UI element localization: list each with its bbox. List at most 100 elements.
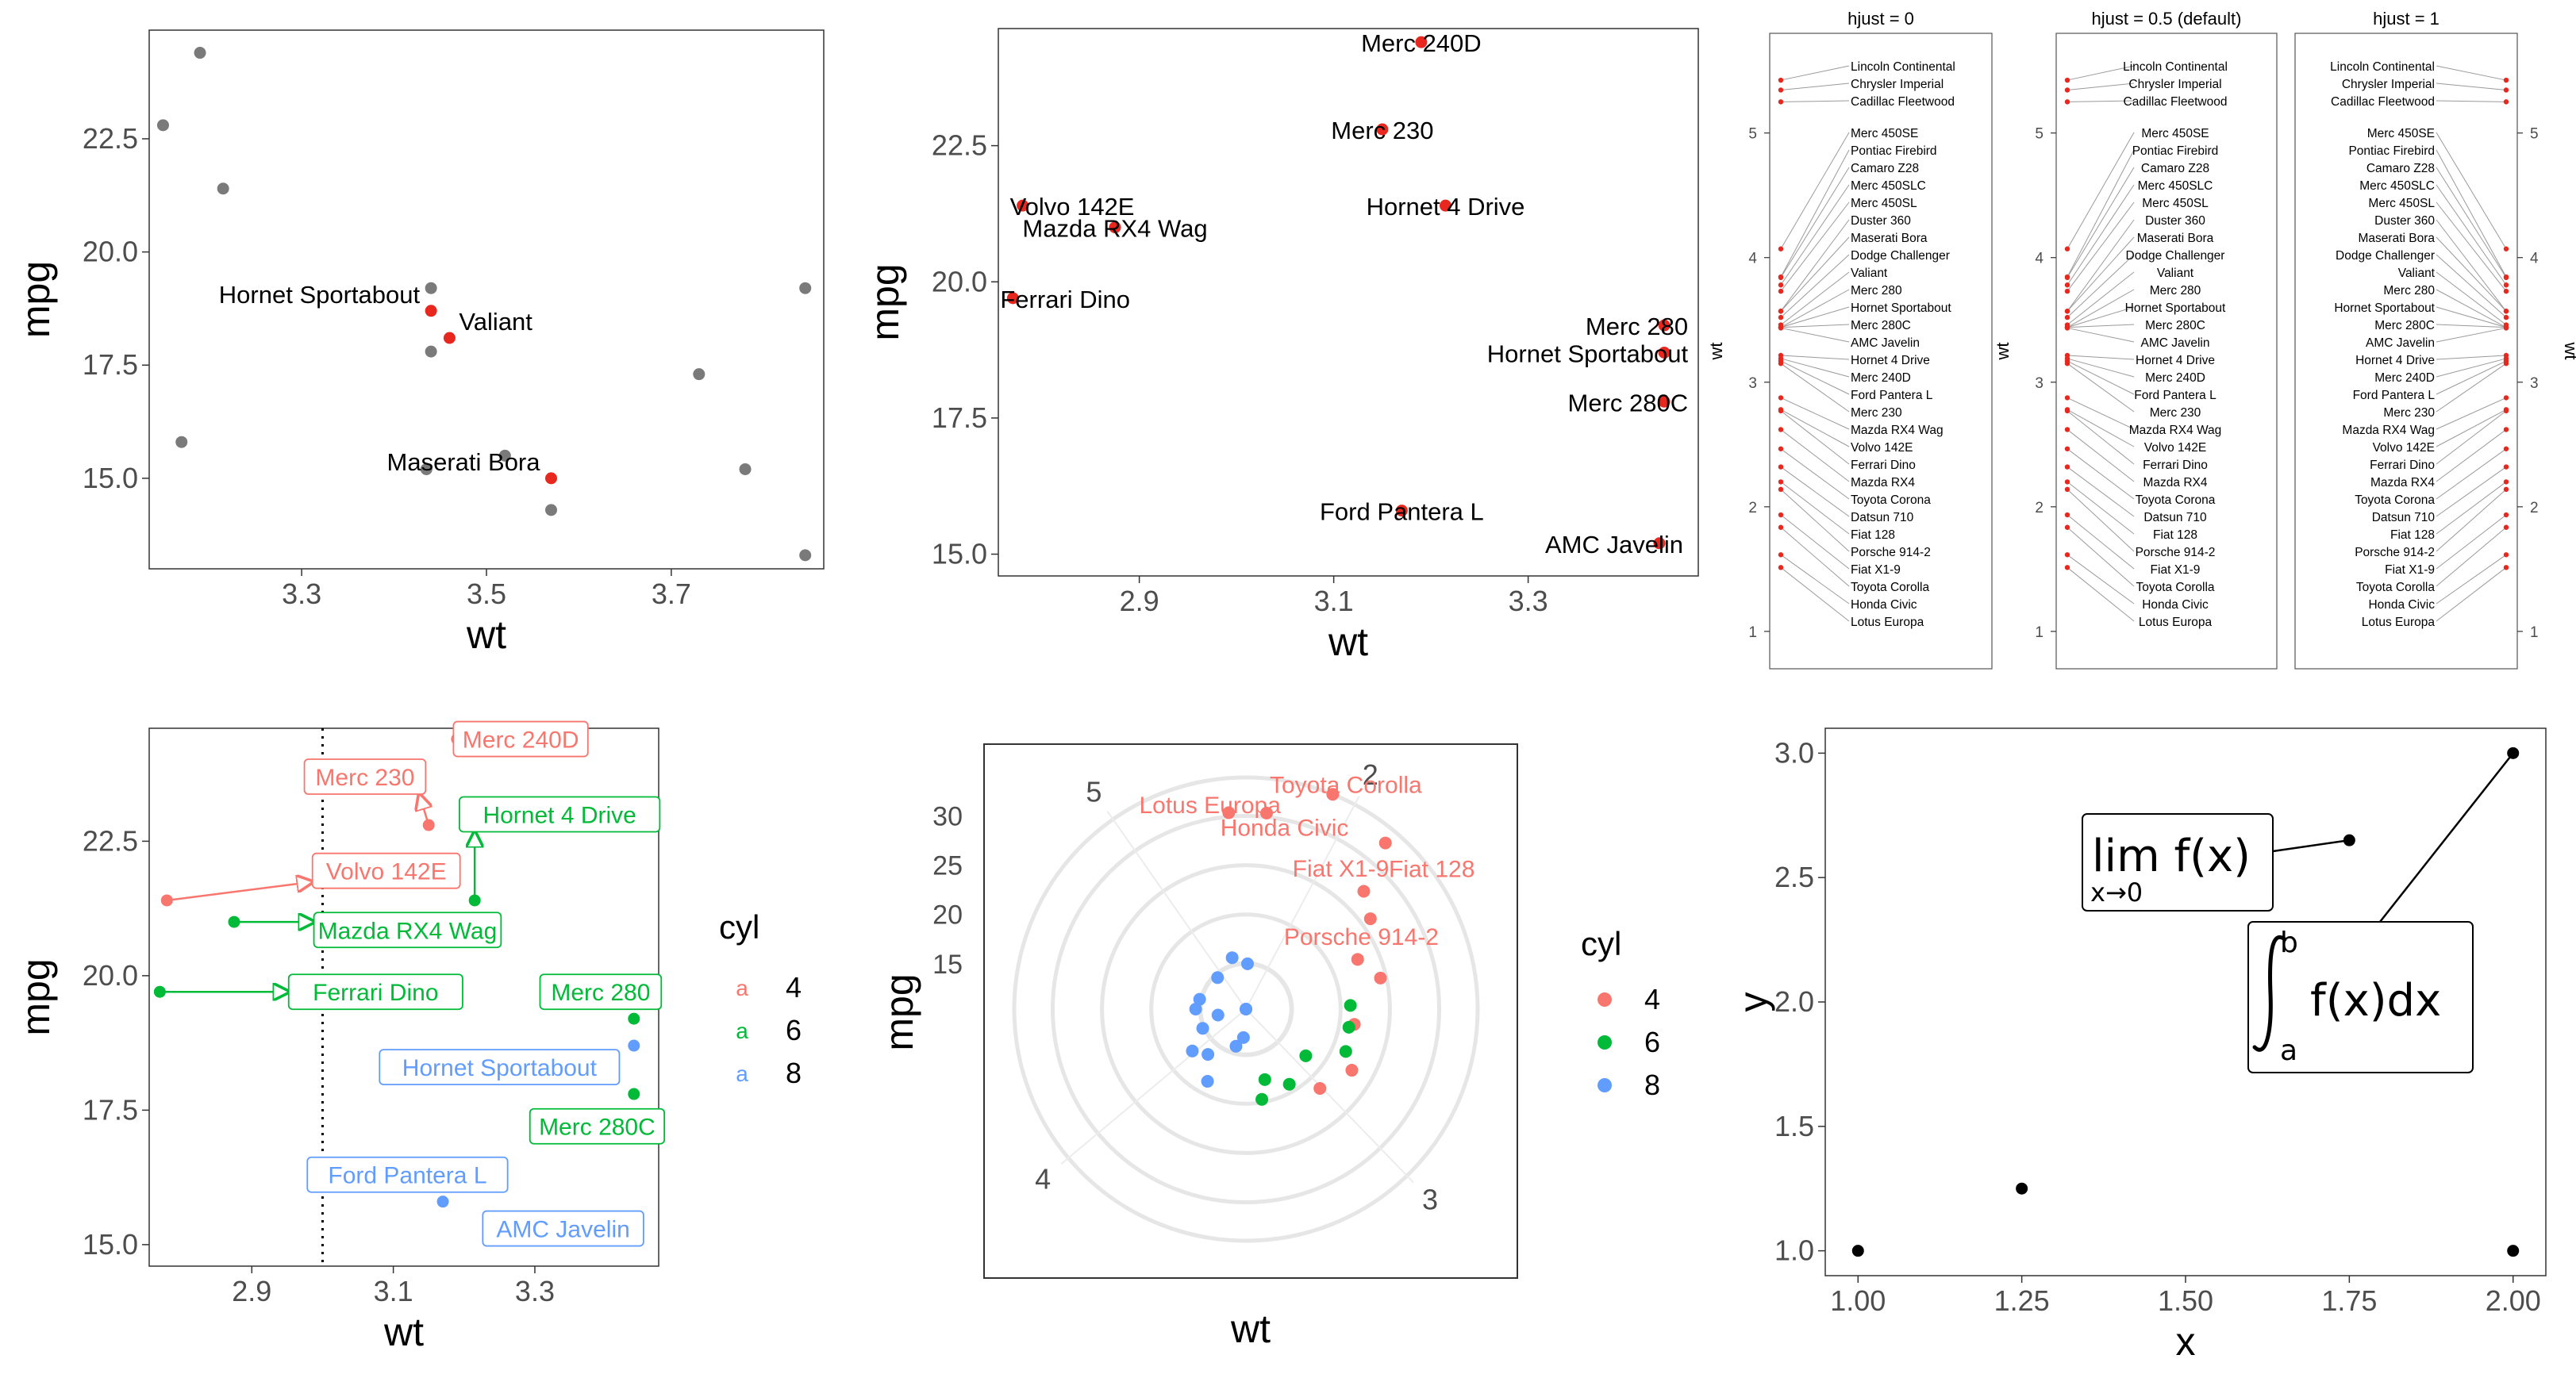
math-label-box [2247, 921, 2474, 1073]
facet-title: hjust = 0 [1847, 9, 1914, 29]
data-point [2064, 395, 2070, 401]
car-label: Pontiac Firebird [1851, 144, 1937, 158]
x-tick-label: 1.50 [2158, 1284, 2213, 1317]
connector-segment [2067, 306, 2135, 328]
connector-segment [2067, 324, 2135, 328]
label-box [482, 1210, 644, 1247]
connector-segment [2436, 363, 2507, 413]
data-point [2064, 446, 2070, 451]
connector-segment [2067, 448, 2135, 500]
car-label: Merc 280 [2150, 284, 2201, 297]
data-point [1778, 464, 1784, 470]
data-point [2503, 395, 2509, 401]
car-label: Mazda RX4 Wag [2129, 424, 2222, 437]
data-point [1342, 1020, 1355, 1034]
data-point [425, 345, 437, 358]
data-point [2503, 309, 2509, 314]
y-tick-label: 4 [2530, 251, 2539, 267]
x-tick-label: 3.3 [282, 578, 321, 610]
connector-segment [1780, 358, 1850, 378]
point-label: Mazda RX4 Wag [1022, 215, 1207, 243]
connector-segment [2067, 289, 2135, 328]
y-tick-label: 3.0 [1774, 736, 1814, 769]
connector-segment [1780, 489, 1850, 552]
connector-segment [2436, 409, 2507, 447]
connector-segment [1780, 132, 1850, 249]
legend-swatch [1598, 992, 1612, 1007]
connector-segment [2067, 149, 2135, 278]
point-label: Honda Civic [1221, 816, 1349, 842]
data-point [1255, 1092, 1269, 1106]
data-point [799, 549, 812, 562]
data-point [2503, 99, 2509, 105]
connector-segment [2067, 167, 2135, 278]
connector-segment [2436, 236, 2507, 312]
car-label: AMC Javelin [2366, 336, 2435, 350]
car-label: Porsche 914-2 [2355, 546, 2435, 559]
y-tick-label: 3 [2035, 375, 2043, 392]
car-label: Merc 280C [2374, 319, 2435, 332]
legend-label: 4 [786, 971, 802, 1004]
data-point [1201, 1075, 1214, 1088]
car-label: Mazda RX4 Wag [2342, 424, 2435, 437]
data-point [1339, 1045, 1352, 1058]
connector-segment [2436, 219, 2507, 312]
car-label: Toyota Corona [2136, 493, 2216, 507]
y-tick-label: 20.0 [83, 959, 138, 992]
legend-label: 8 [786, 1057, 802, 1089]
y-axis-title: mpg [877, 973, 921, 1050]
legend-label: 6 [1644, 1026, 1660, 1058]
label-arrow [167, 882, 312, 902]
y-tick-label: 2.0 [1774, 985, 1814, 1018]
x-tick-label: 3.7 [652, 578, 691, 610]
car-label: AMC Javelin [2141, 336, 2210, 350]
data-point [1345, 1064, 1359, 1077]
panel-label-highlight-scatter: 3.3 3.5 3.7 15.0 17.5 20.0 22.5 wt mpg Hornet Spo… [13, 29, 825, 657]
math-label-box [2082, 813, 2274, 912]
label-arrow [419, 794, 429, 826]
connector-segment [2436, 355, 2507, 360]
connector-segment [1780, 355, 1850, 360]
data-point [2503, 274, 2509, 281]
connector-segment [1780, 324, 1850, 328]
outer-gridline [1012, 775, 1480, 1243]
car-label: Datsun 710 [2372, 511, 2436, 524]
label-text: Hornet 4 Drive [483, 802, 636, 828]
connector-segment [2067, 363, 2135, 413]
y-tick-label: 22.5 [932, 129, 987, 162]
data-point [1006, 292, 1019, 305]
x-tick-label: 2.9 [1120, 585, 1159, 617]
connector-segment [2436, 554, 2507, 605]
connector-segment [1780, 100, 1850, 102]
data-point [1778, 77, 1784, 83]
data-point [2064, 325, 2070, 331]
connector-segment [2067, 202, 2135, 292]
data-point [2064, 246, 2070, 251]
car-label: Duster 360 [2374, 214, 2435, 228]
legend-key: a [736, 1061, 748, 1086]
connector-segment [1780, 363, 1850, 413]
data-point [425, 282, 437, 294]
connector-segment [1780, 236, 1850, 312]
data-point [2064, 486, 2070, 493]
label-text: Merc 280 [551, 980, 650, 1006]
connector-segment [1780, 184, 1850, 286]
label-box [452, 720, 589, 758]
car-label: Merc 450SL [1851, 197, 1917, 210]
legend-title: cyl [719, 908, 759, 946]
car-label: Merc 280 [2383, 284, 2435, 297]
facet-panel [2294, 33, 2518, 670]
data-point [1193, 992, 1206, 1006]
math-label-lower: a [2280, 1034, 2297, 1067]
data-point [1440, 199, 1451, 212]
connector-segment [1780, 65, 1850, 81]
data-point [1211, 1008, 1225, 1022]
panel-hjust-facets: hjust = 0 1 2 3 4 5 wt Lincoln Continental Chrys… [1706, 9, 2576, 670]
connector-segment [2067, 83, 2135, 90]
connector-segment [2436, 132, 2507, 249]
y-tick-label: 20.0 [83, 236, 138, 268]
car-label: Ferrari Dino [2370, 459, 2435, 472]
x-tick-label: 3.5 [467, 578, 506, 610]
connector-segment [2067, 429, 2135, 482]
